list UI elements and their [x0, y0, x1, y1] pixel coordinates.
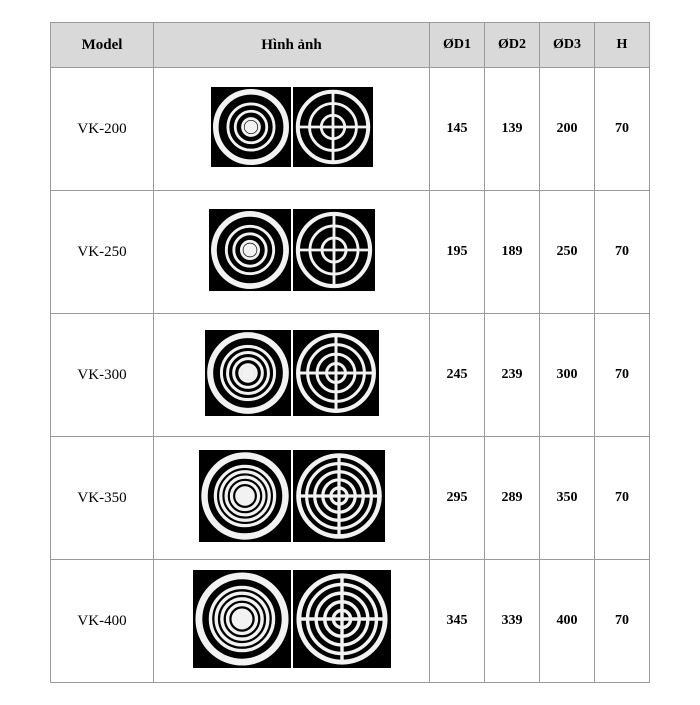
cell-d2: 289	[485, 437, 540, 560]
table-header-row: Model Hình ảnh ØD1 ØD2 ØD3 H	[51, 23, 650, 68]
table-row: VK-400 345 339 400 70	[51, 560, 650, 683]
col-image: Hình ảnh	[154, 23, 430, 68]
cell-d1: 345	[430, 560, 485, 683]
cell-model: VK-350	[51, 437, 154, 560]
cell-model: VK-250	[51, 191, 154, 314]
cell-model: VK-400	[51, 560, 154, 683]
col-d1: ØD1	[430, 23, 485, 68]
cell-model: VK-300	[51, 314, 154, 437]
col-d2: ØD2	[485, 23, 540, 68]
diffuser-back-icon	[293, 87, 373, 167]
diffuser-front-icon	[193, 570, 291, 668]
cell-h: 70	[595, 68, 650, 191]
cell-image	[154, 437, 430, 560]
cell-d2: 339	[485, 560, 540, 683]
diffuser-back-icon	[293, 570, 391, 668]
table-row: VK-350 295 289 350 70	[51, 437, 650, 560]
table-row: VK-250 195 189 250 70	[51, 191, 650, 314]
table-row: VK-200 145 139 200 70	[51, 68, 650, 191]
cell-h: 70	[595, 560, 650, 683]
cell-image	[154, 314, 430, 437]
spec-table: Model Hình ảnh ØD1 ØD2 ØD3 H VK-200 145 …	[50, 22, 650, 683]
cell-image	[154, 560, 430, 683]
diffuser-back-icon	[293, 209, 375, 291]
col-h: H	[595, 23, 650, 68]
cell-model: VK-200	[51, 68, 154, 191]
cell-d1: 245	[430, 314, 485, 437]
cell-d1: 295	[430, 437, 485, 560]
cell-d3: 300	[540, 314, 595, 437]
diffuser-back-icon	[293, 450, 385, 542]
cell-h: 70	[595, 314, 650, 437]
diffuser-front-icon	[211, 87, 291, 167]
cell-d2: 239	[485, 314, 540, 437]
col-model: Model	[51, 23, 154, 68]
cell-h: 70	[595, 191, 650, 314]
cell-d1: 195	[430, 191, 485, 314]
cell-d3: 350	[540, 437, 595, 560]
cell-d3: 400	[540, 560, 595, 683]
diffuser-front-icon	[199, 450, 291, 542]
cell-image	[154, 68, 430, 191]
cell-d2: 139	[485, 68, 540, 191]
cell-d1: 145	[430, 68, 485, 191]
cell-d2: 189	[485, 191, 540, 314]
table-row: VK-300 245 239 300 70	[51, 314, 650, 437]
diffuser-front-icon	[209, 209, 291, 291]
diffuser-front-icon	[205, 330, 291, 416]
cell-h: 70	[595, 437, 650, 560]
col-d3: ØD3	[540, 23, 595, 68]
cell-d3: 250	[540, 191, 595, 314]
cell-image	[154, 191, 430, 314]
cell-d3: 200	[540, 68, 595, 191]
diffuser-back-icon	[293, 330, 379, 416]
